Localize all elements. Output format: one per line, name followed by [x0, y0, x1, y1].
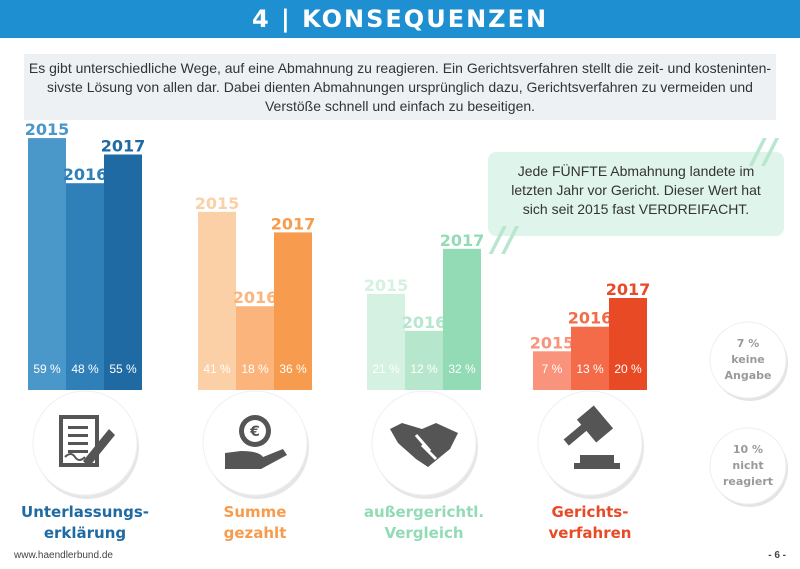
bar-3-2016 — [571, 326, 609, 390]
category-label: außergerichtl. — [364, 503, 484, 521]
year-label: 2015 — [25, 120, 70, 139]
quote-mark-top-icon: // — [752, 132, 777, 172]
value-label: 13 % — [576, 362, 604, 376]
category-circle — [371, 390, 478, 499]
footer-page-number: - 6 - — [768, 550, 786, 561]
bar-1-2015 — [198, 211, 236, 390]
callout-box: Jede FÜNFTE Abmahnung landete im letzten… — [488, 152, 784, 236]
bar-0-2016 — [66, 183, 104, 390]
category-circle — [537, 390, 644, 499]
category-label: erklärung — [44, 524, 126, 542]
year-label: 2017 — [271, 214, 316, 233]
footer-url: www.haendlerbund.de — [14, 550, 113, 561]
bar-2-2017 — [443, 248, 481, 390]
side-stat-text: Angabe — [725, 369, 772, 382]
category-label: Vergleich — [384, 524, 463, 542]
value-label: 48 % — [71, 362, 99, 376]
intro-text: Es gibt unterschiedliche Wege, auf eine … — [24, 54, 776, 120]
year-label: 2015 — [530, 333, 575, 352]
year-label: 2016 — [233, 288, 278, 307]
year-label: 2016 — [568, 309, 613, 328]
side-stat-circle: 7 % keine Angabe — [709, 321, 788, 401]
page-title: 4 | KONSEQUENZEN — [0, 0, 800, 38]
category-circle: € — [202, 390, 309, 499]
value-label: 12 % — [410, 362, 438, 376]
year-label: 2015 — [195, 194, 240, 213]
side-stat-text: 7 % — [737, 337, 760, 350]
year-label: 2016 — [402, 313, 447, 332]
category-label: Summe — [224, 503, 287, 521]
value-label: 55 % — [109, 362, 137, 376]
bar-2-2016 — [405, 330, 443, 390]
value-label: 7 % — [542, 362, 563, 376]
value-label: 36 % — [279, 362, 307, 376]
category-circle — [32, 390, 139, 499]
svg-text:€: € — [249, 424, 260, 440]
category-label: Gerichts- — [552, 503, 629, 521]
document-signature-icon — [59, 415, 115, 467]
bar-1-2017 — [274, 232, 312, 390]
value-label: 32 % — [448, 362, 476, 376]
year-label: 2017 — [606, 280, 651, 299]
bar-1-2016 — [236, 306, 274, 390]
category-label: verfahren — [549, 524, 632, 542]
bar-0-2015 — [28, 138, 66, 390]
year-label: 2015 — [364, 276, 409, 295]
bar-0-2017 — [104, 154, 142, 390]
side-stat-text: nicht — [732, 459, 763, 472]
quote-mark-bottom-icon: // — [492, 220, 517, 260]
bar-2-2015 — [367, 293, 405, 390]
euro-coin-hand-icon: € — [225, 415, 287, 469]
value-label: 20 % — [614, 362, 642, 376]
bar-3-2015 — [533, 351, 571, 390]
side-stat-text: reagiert — [723, 475, 773, 488]
year-label: 2017 — [101, 137, 146, 156]
side-stat-text: keine — [731, 353, 765, 366]
year-label: 2016 — [63, 165, 108, 184]
category-label: gezahlt — [224, 524, 287, 542]
category-label: Unterlassungs- — [21, 503, 149, 521]
handshake-icon — [390, 423, 458, 467]
bar-3-2017 — [609, 298, 647, 390]
gavel-icon — [563, 405, 620, 469]
value-label: 59 % — [33, 362, 61, 376]
value-label: 18 % — [241, 362, 269, 376]
value-label: 21 % — [372, 362, 400, 376]
value-label: 41 % — [203, 362, 231, 376]
year-label: 2017 — [440, 231, 485, 250]
side-stat-circle: 10 % nicht reagiert — [709, 427, 788, 507]
side-stat-text: 10 % — [733, 443, 763, 456]
